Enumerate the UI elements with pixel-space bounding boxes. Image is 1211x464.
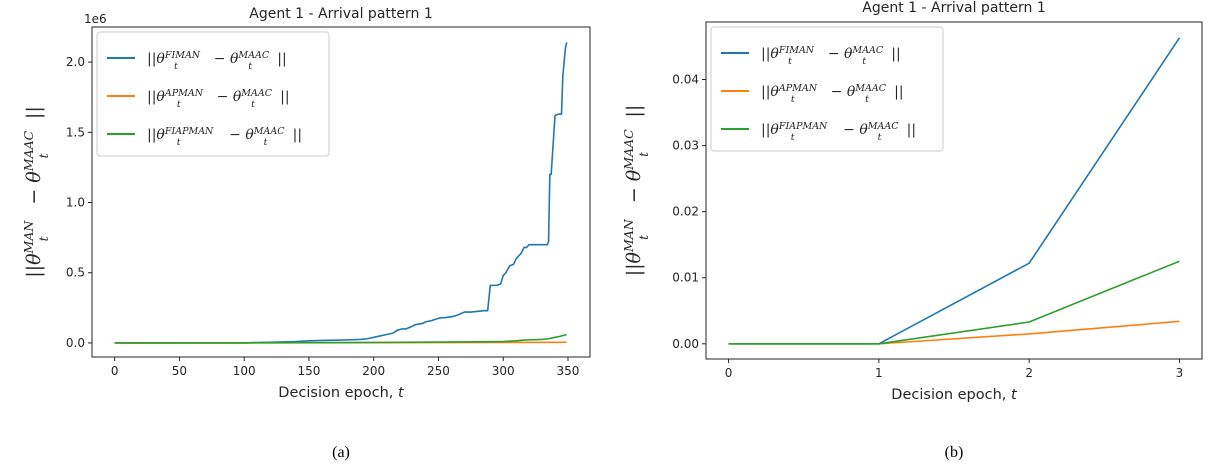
panel-b-x-axis-label: Decision epoch, t bbox=[891, 387, 1018, 403]
panel-b-y-ticks: 0.00 0.01 0.02 0.03 0.04 bbox=[672, 72, 706, 351]
panel-a-y-ticks: 0.0 0.5 1.0 1.5 2.0 bbox=[66, 55, 92, 350]
legend-label-fiman: ||θFIMAN t − θMAAC t || bbox=[761, 45, 901, 67]
panel-b-y-axis-label: ||θMANt − θMAACt|| bbox=[621, 105, 651, 276]
caption-a: (a) bbox=[332, 444, 350, 461]
y-tick-label: 0.00 bbox=[672, 337, 699, 351]
y-tick-label: 0.04 bbox=[672, 72, 699, 86]
panel-b-plot-frame bbox=[705, 21, 1203, 360]
legend-box bbox=[96, 31, 330, 157]
y-tick-label: 0.01 bbox=[672, 271, 699, 285]
panel-a-series-fiman-line bbox=[114, 42, 568, 344]
legend-box bbox=[710, 26, 944, 152]
y-axis-label-text: ||θMANt − θMAACt|| bbox=[621, 105, 651, 276]
panel-b-series-fiapman-line bbox=[728, 260, 1180, 345]
y-axis-label-text: ||θMANt − θMAACt|| bbox=[21, 106, 51, 277]
legend-label-apman: ||θAPMAN t − θMAAC t || bbox=[761, 83, 904, 105]
y-tick-label: 2.0 bbox=[66, 55, 85, 69]
x-axis-label-text: Decision epoch, t bbox=[278, 385, 405, 401]
x-tick-label: 50 bbox=[172, 364, 187, 378]
legend-label-fiapman: ||θFIAPMAN t − θMAAC t || bbox=[147, 126, 302, 148]
x-tick-label: 2 bbox=[1025, 366, 1033, 380]
x-axis-label-text: Decision epoch, t bbox=[891, 387, 1018, 403]
panel-a-series-fiapman-line bbox=[114, 333, 567, 344]
x-tick-label: 3 bbox=[1176, 366, 1184, 380]
panel-b: Agent 1 - Arrival pattern 1 ||θMANt − θM… bbox=[621, 0, 1203, 461]
panel-b-series bbox=[728, 37, 1181, 345]
x-tick-label: 200 bbox=[362, 364, 385, 378]
x-tick-label: 0 bbox=[725, 366, 733, 380]
caption-b: (b) bbox=[945, 444, 964, 461]
y-tick-label: 0.0 bbox=[66, 336, 85, 350]
x-tick-label: 250 bbox=[427, 364, 450, 378]
panel-a-y-multiplier: 1e6 bbox=[84, 12, 107, 26]
panel-a-plot-frame bbox=[91, 26, 591, 358]
panel-a-legend: ||θFIMAN t − θMAAC t || ||θAPMAN t − θMAAC t ||… bbox=[96, 31, 330, 157]
y-tick-label: 0.02 bbox=[672, 205, 699, 219]
panel-a: Agent 1 - Arrival pattern 1 1e6 ||θMANt … bbox=[21, 6, 591, 461]
panel-b-title: Agent 1 - Arrival pattern 1 bbox=[862, 0, 1045, 16]
panel-a-series bbox=[114, 42, 568, 344]
panel-b-x-ticks: 0 1 2 3 bbox=[725, 359, 1184, 380]
panel-a-x-ticks: 0 50 100 150 200 250 300 350 bbox=[111, 357, 580, 378]
legend-label-fiman: ||θFIMAN t − θMAAC t || bbox=[147, 50, 287, 72]
x-tick-label: 100 bbox=[233, 364, 256, 378]
y-tick-label: 1.5 bbox=[66, 125, 85, 139]
x-tick-label: 300 bbox=[492, 364, 515, 378]
y-tick-label: 0.03 bbox=[672, 139, 699, 153]
panel-a-title: Agent 1 - Arrival pattern 1 bbox=[249, 6, 432, 22]
x-tick-label: 350 bbox=[557, 364, 580, 378]
legend-label-apman: ||θAPMAN t − θMAAC t || bbox=[147, 88, 290, 110]
x-tick-label: 150 bbox=[297, 364, 320, 378]
x-tick-label: 0 bbox=[111, 364, 119, 378]
panel-a-y-axis-label: ||θMANt − θMAACt|| bbox=[21, 106, 51, 277]
panel-a-x-axis-label: Decision epoch, t bbox=[278, 385, 405, 401]
legend-label-fiapman: ||θFIAPMAN t − θMAAC t || bbox=[761, 121, 916, 143]
x-tick-label: 1 bbox=[875, 366, 883, 380]
panel-b-legend: ||θFIMAN t − θMAAC t || ||θAPMAN t − θMAAC t ||… bbox=[710, 26, 944, 152]
y-tick-label: 0.5 bbox=[66, 266, 85, 280]
y-tick-label: 1.0 bbox=[66, 196, 85, 210]
